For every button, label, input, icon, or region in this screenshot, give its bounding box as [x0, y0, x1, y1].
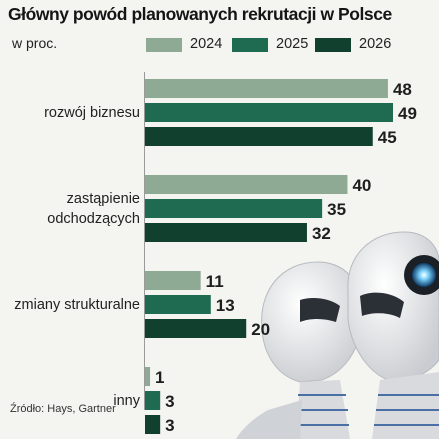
legend-label-2024: 2024: [190, 36, 223, 52]
category-label-1: zastąpienie odchodzących: [0, 189, 140, 229]
bar-2026-1: [145, 223, 307, 242]
bar-baseline: [144, 72, 145, 410]
category-label-line: odchodzących: [47, 210, 140, 227]
bar-2026-2: [145, 319, 247, 338]
bar-2024-0: [145, 79, 388, 98]
chart-title: Główny powód planowanych rekrutacji w Po…: [8, 4, 392, 24]
category-label-0: rozwój biznesu: [0, 103, 140, 123]
bar-value-2025-2: 13: [216, 296, 235, 315]
legend-swatch-2024: [146, 38, 182, 52]
legend-label-2026: 2026: [359, 36, 392, 52]
source-note: Źródło: Hays, Gartner: [10, 403, 116, 415]
category-label-line: zastąpienie: [66, 190, 140, 207]
bar-2026-3: [145, 415, 161, 434]
bar-2025-3: [145, 391, 161, 410]
bar-value-2024-2: 11: [206, 272, 224, 291]
bar-2024-3: [145, 367, 151, 386]
bar-value-2024-0: 48: [393, 80, 412, 99]
category-label-3: inny: [0, 391, 140, 411]
bar-2025-0: [145, 103, 393, 122]
bar-value-2026-3: 3: [165, 416, 174, 435]
bar-2026-0: [145, 127, 373, 146]
bar-2024-2: [145, 271, 201, 290]
legend-swatch-2025: [232, 38, 268, 52]
bar-2024-1: [145, 175, 348, 194]
category-label-line: inny: [113, 392, 140, 409]
chart-subtitle: w proc.: [12, 35, 58, 51]
category-label-line: zmiany strukturalne: [14, 296, 140, 313]
bar-value-2024-3: 1: [155, 368, 164, 387]
bar-value-2025-0: 49: [398, 104, 417, 123]
bar-value-2026-1: 32: [312, 224, 331, 243]
legend-label-2025: 2025: [276, 36, 309, 52]
category-label-line: rozwój biznesu: [44, 104, 140, 121]
bar-value-2025-1: 35: [327, 200, 346, 219]
bar-value-2025-3: 3: [165, 392, 174, 411]
legend-swatch-2026: [315, 38, 351, 52]
category-label-2: zmiany strukturalne: [0, 295, 140, 315]
bar-2025-1: [145, 199, 323, 218]
bar-value-2026-0: 45: [378, 128, 397, 147]
bar-value-2026-2: 20: [251, 320, 270, 339]
bar-value-2024-1: 40: [352, 176, 371, 195]
bar-2025-2: [145, 295, 211, 314]
